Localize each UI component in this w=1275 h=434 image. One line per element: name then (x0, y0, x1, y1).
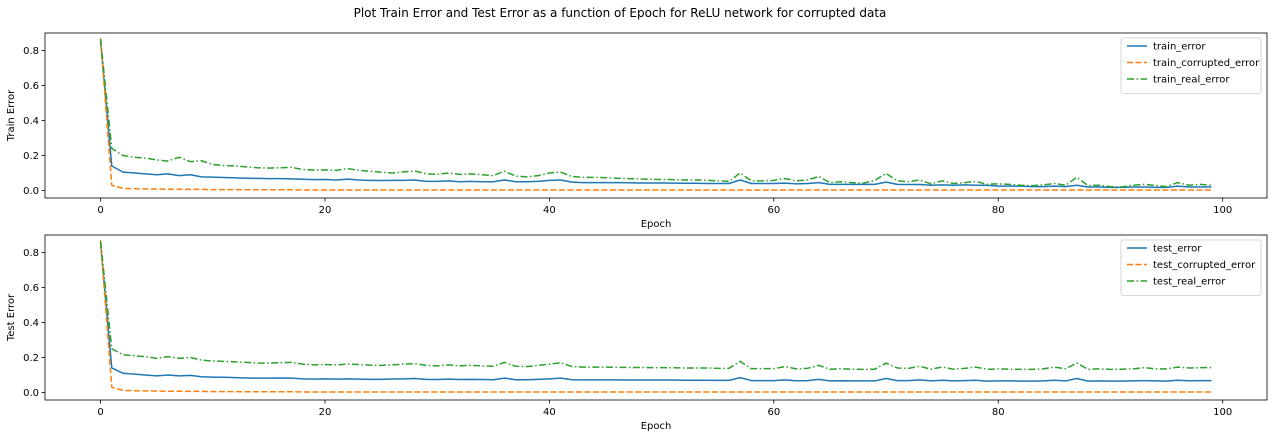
y-tick-label: 0.4 (23, 318, 39, 329)
legend-entry: train_error (1153, 42, 1206, 53)
x-tick-label: 40 (543, 407, 556, 418)
y-tick-label: 0.2 (23, 151, 39, 162)
legend: test_error test_corrupted_error test_real_… (1120, 239, 1262, 296)
legend-entry: train_corrupted_error (1153, 58, 1260, 69)
x-tick-label: 0 (97, 205, 103, 216)
subplot-1: 0 20 40 60 80 100 0.0 0.2 0.4 0.6 0.8 Epoch Train Er… (6, 32, 1268, 230)
x-tick-label: 100 (1213, 205, 1232, 216)
legend: train_error train_corrupted_error train_re… (1120, 37, 1262, 94)
y-tick-label: 0.0 (23, 388, 39, 399)
x-tick-label: 60 (767, 407, 780, 418)
y-tick-label: 0.6 (23, 283, 39, 294)
x-tick-label: 20 (319, 205, 332, 216)
x-tick-label: 60 (767, 205, 780, 216)
axes-frame (44, 234, 1268, 401)
y-tick-label: 0.2 (23, 353, 39, 364)
series-line-train-error (99, 40, 1212, 189)
y-axis-label: Test Error (6, 293, 17, 342)
y-tick-label: 0.0 (23, 186, 39, 197)
series-group (99, 240, 1212, 393)
series-line-test-corrupted-error (99, 240, 1212, 393)
legend-entry: test_real_error (1153, 277, 1226, 288)
y-tick-label: 0.8 (23, 248, 39, 259)
y-tick-label: 0.4 (23, 116, 39, 127)
legend-entry: train_real_error (1153, 75, 1230, 86)
x-tick-label: 80 (992, 407, 1005, 418)
legend-entry: test_error (1153, 244, 1202, 255)
y-axis-label: Train Error (6, 89, 17, 142)
legend-entry: test_corrupted_error (1153, 260, 1256, 271)
x-axis-label: Epoch (641, 219, 672, 230)
series-line-train-corrupted-error (99, 38, 1212, 191)
series-line-test-error (99, 242, 1212, 382)
x-tick-label: 100 (1213, 407, 1232, 418)
x-tick-label: 80 (992, 205, 1005, 216)
legend-box (1120, 239, 1262, 296)
y-tick-label: 0.6 (23, 81, 39, 92)
subplots: 0 20 40 60 80 100 0.0 0.2 0.4 0.6 0.8 Epoch Train Er… (6, 32, 1268, 432)
series-line-train-real-error (99, 39, 1212, 188)
x-tick-label: 20 (319, 407, 332, 418)
series-line-test-real-error (99, 241, 1212, 371)
x-tick-label: 0 (97, 407, 103, 418)
subplot-2: 0 20 40 60 80 100 0.0 0.2 0.4 0.6 0.8 Epoch Test Err… (6, 234, 1268, 432)
figure-title: Plot Train Error and Test Error as a fun… (354, 6, 887, 20)
series-group (99, 38, 1212, 191)
axes-frame (44, 32, 1268, 199)
y-tick-label: 0.8 (23, 46, 39, 57)
legend-box (1120, 37, 1262, 94)
x-axis-label: Epoch (641, 421, 672, 432)
x-tick-label: 40 (543, 205, 556, 216)
